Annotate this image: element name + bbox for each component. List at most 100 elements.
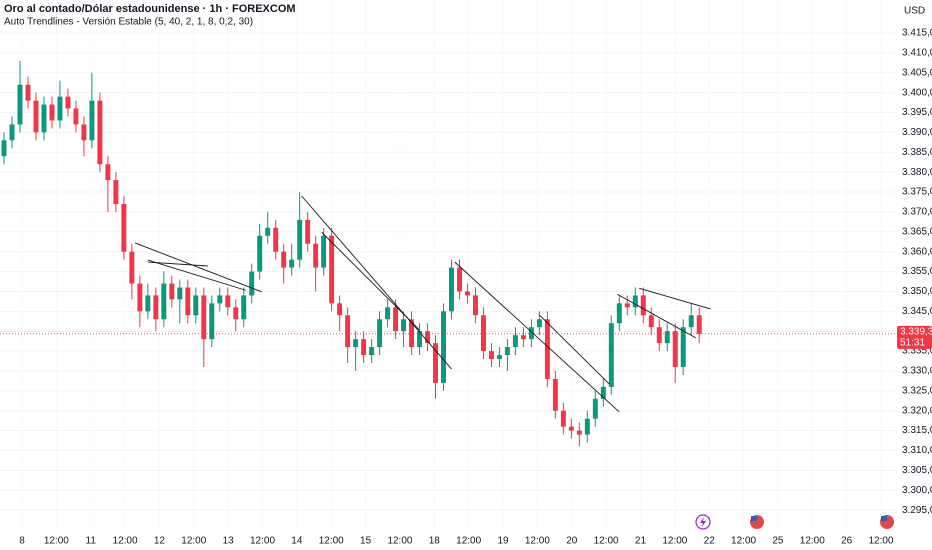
candle-body <box>417 331 423 348</box>
candle-body <box>512 335 518 348</box>
candle-body <box>624 303 630 308</box>
candle-body <box>600 386 606 399</box>
x-tick-label: 12:00 <box>319 536 344 547</box>
candle-body <box>656 327 662 344</box>
candle-body <box>49 104 55 121</box>
candle-body <box>145 295 151 312</box>
x-tick-label: 12 <box>154 536 166 547</box>
candle-body <box>472 295 478 316</box>
indicator-label: Auto Trendlines - Versión Estable (5, 40… <box>4 17 253 28</box>
x-tick-label: 13 <box>223 536 235 547</box>
y-tick-label: 3.310,00 <box>902 445 932 456</box>
y-tick-label: 3.410,00 <box>902 48 932 59</box>
candle-body <box>153 295 159 320</box>
candle-body <box>520 335 526 340</box>
candle-body <box>113 180 119 204</box>
x-tick-label: 18 <box>429 536 441 547</box>
candle-body <box>289 259 295 268</box>
candle-body <box>17 84 23 125</box>
trendline <box>134 242 262 293</box>
flag-canton <box>751 516 757 521</box>
y-tick-label: 3.335,00 <box>902 346 932 357</box>
y-tick-label: 3.330,00 <box>902 366 932 377</box>
candle-body <box>640 295 646 316</box>
trendline <box>147 261 208 267</box>
candle-body <box>425 331 430 344</box>
candle-body <box>345 315 351 348</box>
x-tick-label: 12:00 <box>594 536 619 547</box>
x-tick-label: 12:00 <box>113 536 138 547</box>
candle-body <box>41 104 47 133</box>
candle-body <box>185 287 191 316</box>
x-tick-label: 12:00 <box>869 536 894 547</box>
x-tick-label: 12:00 <box>456 536 481 547</box>
candle-body <box>393 307 399 332</box>
y-tick-label: 3.320,00 <box>902 405 932 416</box>
x-tick-label: 21 <box>635 536 647 547</box>
candle-body <box>89 100 95 141</box>
candle-body <box>65 96 71 109</box>
candle-body <box>353 339 359 348</box>
candle-body <box>217 295 223 304</box>
candle-body <box>209 303 215 340</box>
x-tick-label: 12:00 <box>387 536 412 547</box>
y-tick-label: 3.305,00 <box>902 465 932 476</box>
candle-body <box>632 295 638 308</box>
candle-body <box>73 108 79 125</box>
y-tick-label: 3.400,00 <box>902 87 932 98</box>
candle-body <box>409 319 415 348</box>
candle-body <box>552 378 558 411</box>
candle-body <box>121 203 127 252</box>
candle-body <box>672 331 678 367</box>
y-tick-label: 3.395,00 <box>902 107 932 118</box>
x-tick-label: 12:00 <box>250 536 275 547</box>
candle-body <box>648 315 654 328</box>
candle-body <box>401 319 407 332</box>
candle-body <box>177 287 183 300</box>
candle-body <box>305 219 311 244</box>
candle-body <box>25 84 31 101</box>
x-tick-label: 8 <box>19 536 25 547</box>
candle-body <box>337 303 343 316</box>
candle-body <box>664 331 670 344</box>
x-tick-label: 12:00 <box>800 536 825 547</box>
chart-title: Oro al contado/Dólar estadounidense · 1h… <box>4 3 296 15</box>
candle-body <box>433 343 438 383</box>
x-tick-label: 26 <box>841 536 853 547</box>
x-tick-label: 12:00 <box>525 536 550 547</box>
currency-label: USD <box>904 6 925 17</box>
candle-body <box>1 140 7 157</box>
candle-body <box>97 100 103 165</box>
x-tick-label: 22 <box>704 536 716 547</box>
y-tick-label: 3.375,00 <box>902 187 932 198</box>
candle-body <box>696 315 702 334</box>
candle-body <box>536 319 542 328</box>
candle-body <box>321 235 327 268</box>
flag-canton <box>881 516 887 521</box>
y-tick-label: 3.365,00 <box>902 226 932 237</box>
candle-body <box>249 271 255 296</box>
y-tick-label: 3.300,00 <box>902 485 932 496</box>
y-tick-label: 3.405,00 <box>902 67 932 78</box>
candle-body <box>616 303 622 324</box>
candle-body <box>313 243 319 268</box>
lightning <box>700 517 706 527</box>
candle-body <box>584 418 590 435</box>
countdown-label: 51:31 <box>900 337 925 348</box>
candle-body <box>385 307 391 320</box>
trendline <box>617 293 697 339</box>
trendline <box>321 231 420 331</box>
candle-body <box>369 347 375 356</box>
y-tick-label: 3.390,00 <box>902 127 932 138</box>
candle-body <box>273 227 279 252</box>
y-tick-label: 3.345,00 <box>902 306 932 317</box>
candle-body <box>193 295 199 316</box>
y-tick-label: 3.370,00 <box>902 207 932 218</box>
trendline <box>539 314 610 385</box>
y-tick-label: 3.380,00 <box>902 167 932 178</box>
candle-body <box>688 315 694 328</box>
candle-body <box>528 327 534 340</box>
candle-body <box>480 315 486 352</box>
candle-body <box>680 327 686 367</box>
